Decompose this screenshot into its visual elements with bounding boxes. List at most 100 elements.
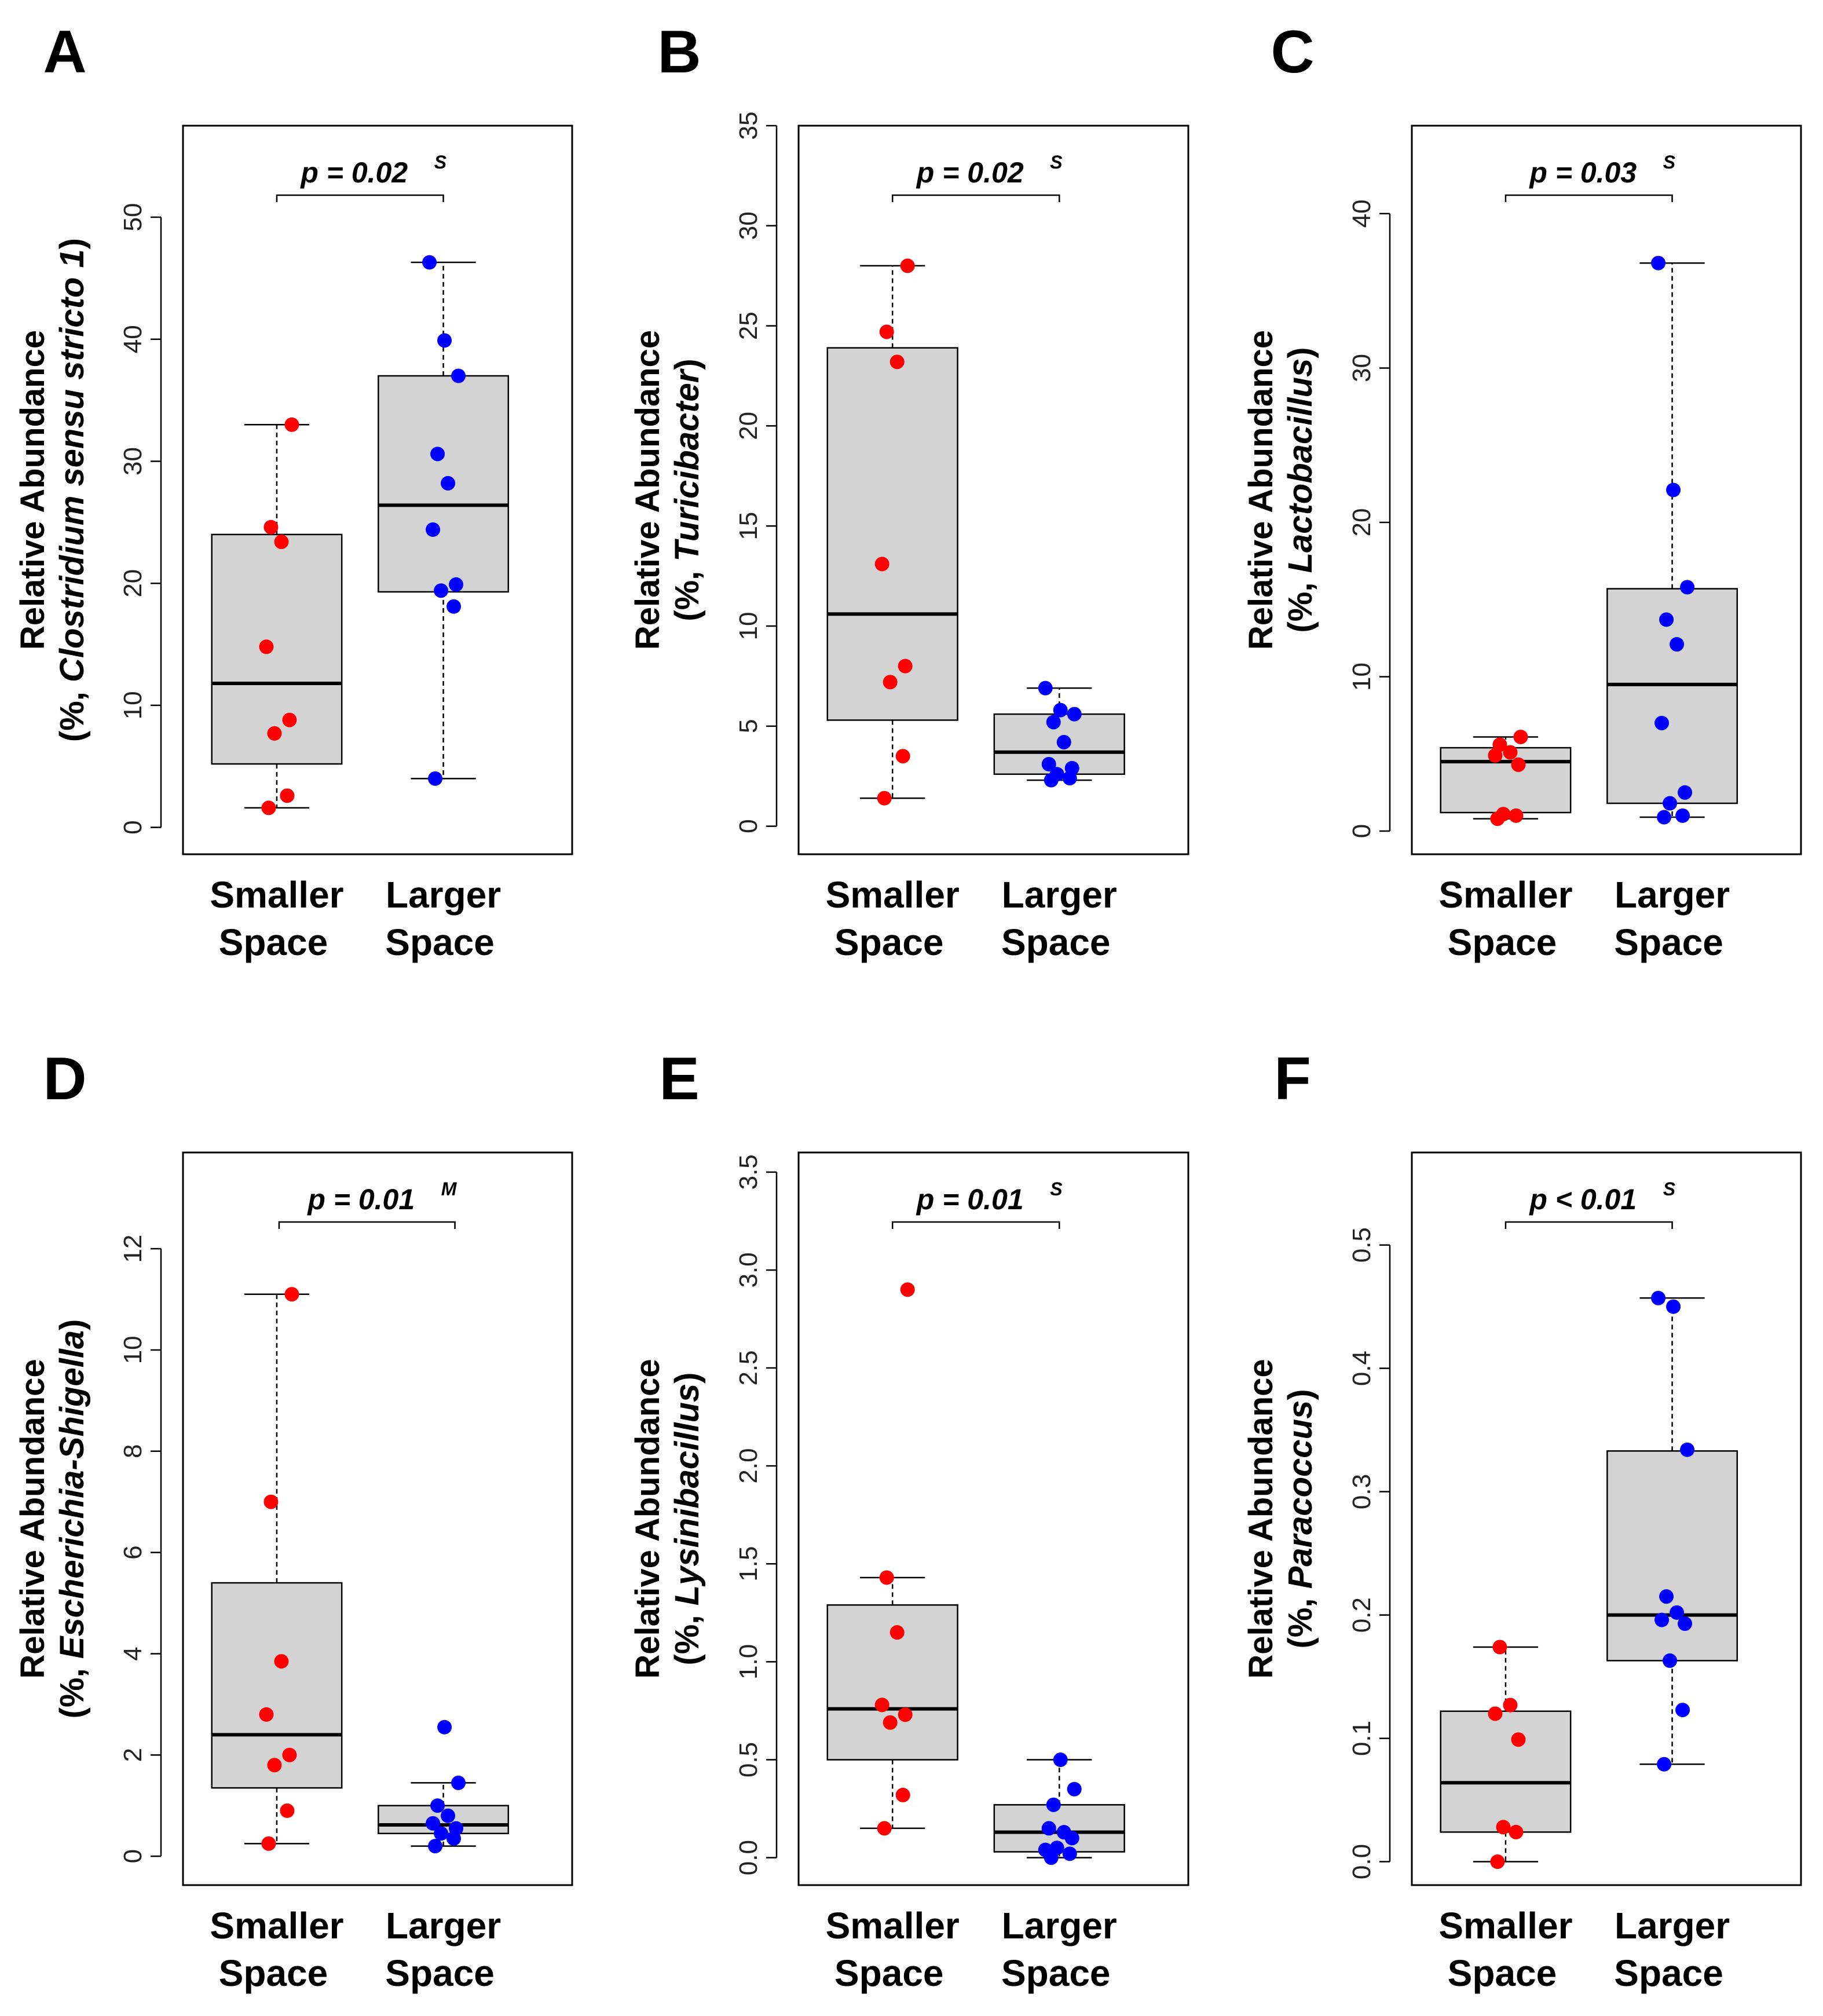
data-point (1659, 1589, 1674, 1604)
data-point (877, 791, 892, 806)
x-category-label: Space (1001, 921, 1111, 963)
iqr-box (1606, 588, 1738, 804)
data-point (441, 475, 456, 491)
y-tick-label: 2.0 (734, 1448, 763, 1484)
y-tick-label: 40 (1348, 199, 1376, 228)
data-point (900, 258, 915, 273)
x-category-label: Space (834, 1952, 944, 1994)
x-category-label: Space (834, 921, 944, 963)
data-point (1503, 745, 1518, 760)
p-value-superscript: S (1050, 1179, 1063, 1199)
panel-letter: D (43, 1045, 86, 1113)
group-0: Smaller Space (1438, 1640, 1573, 1994)
data-point (1511, 757, 1526, 772)
data-point (1496, 807, 1511, 822)
data-point (1067, 707, 1082, 722)
data-point (900, 1282, 915, 1297)
y-tick-label: 35 (734, 112, 763, 140)
data-point (259, 1707, 274, 1722)
plot-frame (182, 125, 573, 855)
y-tick-label: 0.4 (1348, 1351, 1376, 1386)
y-tick-label: 5 (734, 719, 763, 733)
significance-bracket (278, 1221, 456, 1229)
data-point (1659, 612, 1674, 627)
data-point (1049, 767, 1064, 782)
y-tick-label: 2.5 (734, 1350, 763, 1385)
y-tick-label: 10 (734, 612, 763, 641)
y-tick-label: 10 (119, 1336, 147, 1364)
x-category-label: Space (385, 1952, 495, 1994)
data-point (426, 522, 441, 537)
data-point (889, 1625, 905, 1640)
data-point (1678, 785, 1693, 800)
data-point (437, 1719, 452, 1735)
panel-letter: B (657, 19, 701, 86)
iqr-box (826, 347, 958, 721)
data-point (1046, 1797, 1061, 1812)
y-tick-label: 0.2 (1348, 1597, 1376, 1633)
y-tick-label: 15 (734, 512, 763, 540)
y-tick-label: 6 (119, 1545, 147, 1559)
data-point (1056, 1825, 1071, 1840)
plot-frame (797, 1151, 1189, 1886)
y-axis-label: Relative Abundance (1242, 330, 1280, 650)
panel-b: B 0 5 10 15 20 25 30 35 Relative Abundance (%, Tur… (629, 19, 1189, 963)
x-category-label: Smaller (210, 874, 343, 916)
data-point (1062, 1846, 1077, 1861)
y-tick-label: 30 (119, 447, 147, 475)
p-value-label: p = 0.03 (1528, 156, 1637, 189)
y-tick-label: 2 (119, 1748, 147, 1762)
group-1: Larger Space (378, 255, 510, 963)
data-point (874, 557, 889, 572)
data-point (1651, 1290, 1666, 1305)
data-point (449, 577, 464, 592)
data-point (263, 519, 279, 535)
data-point (879, 1570, 894, 1585)
y-tick-label: 8 (119, 1444, 147, 1458)
plot-frame (797, 125, 1189, 855)
data-point (889, 354, 905, 369)
iqr-box (1440, 747, 1572, 814)
data-point (1680, 580, 1695, 595)
p-value-superscript: S (434, 152, 447, 173)
data-point (1675, 808, 1690, 823)
x-category-label: Space (1448, 921, 1557, 963)
data-point (1049, 1841, 1064, 1856)
data-point (451, 1775, 466, 1790)
data-point (1503, 1697, 1518, 1713)
data-point (1053, 703, 1068, 718)
group-1: Larger Space (1606, 1290, 1738, 1994)
iqr-box (211, 533, 343, 765)
plot-frame (182, 1151, 573, 1886)
data-point (1509, 808, 1524, 823)
y-tick-label: 25 (734, 312, 763, 340)
data-point (1666, 1299, 1681, 1314)
p-value-label: p = 0.02 (916, 156, 1024, 189)
panel-d: D 0 2 4 6 8 10 12 Relative Abundance(%, Escheric… (14, 1045, 573, 1994)
data-point (422, 255, 437, 270)
data-point (1654, 715, 1670, 730)
group-0: Smaller Space (210, 417, 344, 963)
data-point (1511, 1732, 1526, 1747)
p-value-superscript: S (1663, 1179, 1676, 1199)
data-point (1488, 748, 1503, 763)
data-point (437, 333, 452, 348)
data-point (1657, 810, 1672, 825)
x-category-label: Space (1448, 1952, 1557, 1994)
data-point (274, 535, 289, 550)
y-tick-label: 4 (119, 1647, 147, 1660)
data-point (434, 583, 449, 598)
panel-e: E 0.0 0.5 1.0 1.5 2.0 2.5 3.0 3.5 Relative Abunda… (629, 1045, 1189, 1994)
data-point (1053, 1752, 1068, 1768)
data-point (1678, 1616, 1693, 1631)
group-1: Larger Space (993, 680, 1125, 963)
data-point (282, 712, 297, 727)
plot-frame (1411, 1151, 1802, 1886)
group-1: Larger Space (993, 1752, 1125, 1994)
p-value-label: p = 0.02 (299, 156, 408, 189)
y-tick-label: 40 (119, 325, 147, 353)
y-tick-label: 10 (119, 691, 147, 719)
x-category-label: Space (219, 921, 328, 963)
panel-a: A 0 10 20 30 40 50 Relative Abundance(%, Clostr… (14, 19, 573, 963)
data-point (449, 1821, 464, 1836)
